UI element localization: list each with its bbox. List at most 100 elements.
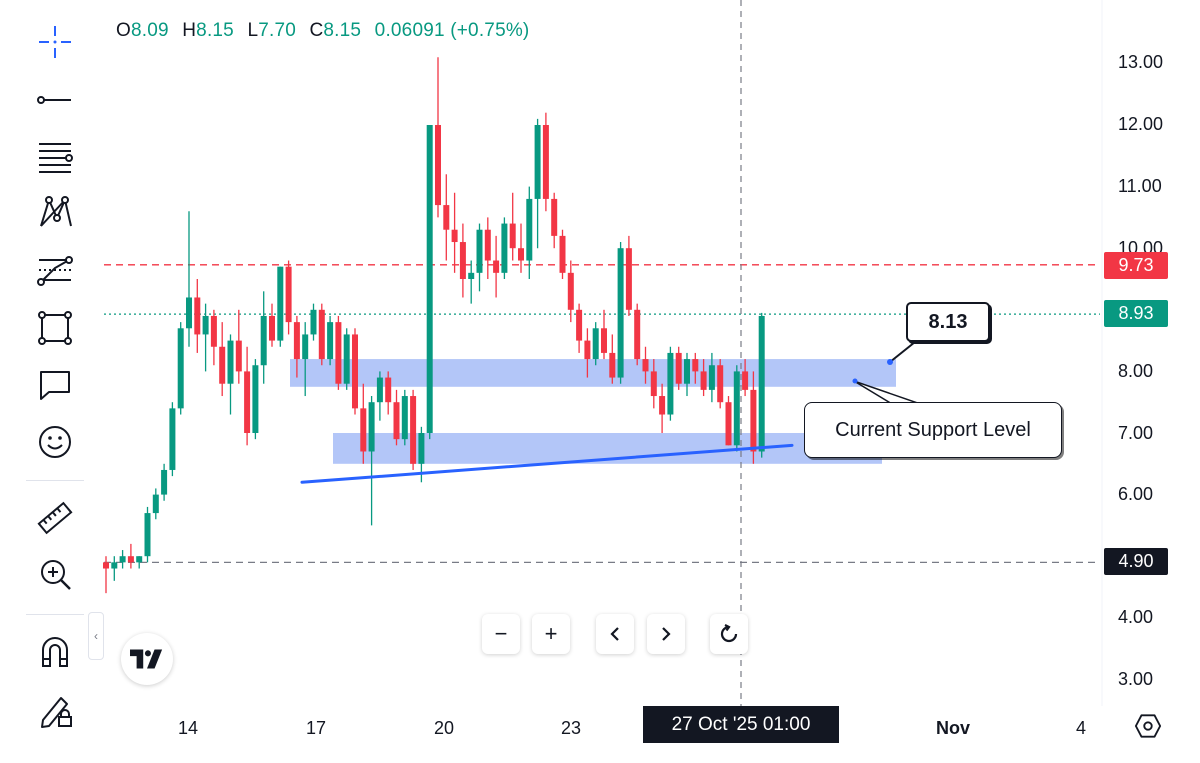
support-level-callout[interactable]: Current Support Level	[804, 402, 1062, 458]
candle-body	[352, 334, 358, 409]
candle-body	[542, 125, 549, 199]
candle-body	[725, 402, 732, 446]
candle-body	[551, 198, 558, 236]
candle-body	[177, 328, 184, 409]
magnet-icon[interactable]	[31, 630, 79, 674]
candle-body	[210, 315, 217, 347]
price-tick: 13.00	[1118, 52, 1164, 72]
emoji-icon[interactable]	[31, 420, 79, 464]
time-tick: 17	[306, 718, 327, 738]
candle-body	[144, 513, 151, 557]
shapes-icon[interactable]	[31, 306, 79, 350]
candle-body	[426, 125, 433, 433]
candle-body	[576, 309, 583, 341]
candle-body	[733, 371, 740, 446]
candle-body	[335, 322, 342, 384]
crosshair-time-label: 27 Oct '25 01:00	[643, 706, 839, 743]
candle-body	[418, 433, 425, 464]
settings-icon[interactable]	[1130, 708, 1166, 744]
candle-body	[584, 340, 591, 360]
open-value: 8.09	[130, 20, 169, 41]
ruler-icon[interactable]	[31, 496, 79, 540]
candle-body	[368, 402, 375, 452]
candle-body	[692, 359, 699, 372]
reset-chart-button[interactable]	[710, 614, 748, 654]
zoom-out-button[interactable]: −	[482, 614, 520, 654]
pattern-icon[interactable]	[31, 190, 79, 234]
annotation-icon[interactable]	[31, 362, 79, 406]
high-value: 8.15	[196, 20, 234, 41]
candle-body	[625, 248, 632, 310]
trend-line-icon[interactable]	[31, 78, 79, 122]
candle-body	[484, 229, 491, 261]
collapse-toolbar-button[interactable]: ‹	[88, 612, 104, 660]
candle-body	[343, 334, 350, 384]
candle-body	[717, 365, 724, 403]
candle-body	[103, 562, 109, 569]
candle-body	[567, 272, 574, 310]
price-label-callout[interactable]: 8.13	[906, 302, 990, 342]
candle-body	[401, 396, 408, 440]
candle-body	[750, 389, 757, 452]
candle-body	[111, 562, 118, 569]
candle-body	[186, 297, 192, 329]
price-callout-anchor	[887, 359, 893, 365]
price-tick: 6.00	[1118, 484, 1154, 504]
lock-drawing-icon[interactable]	[31, 688, 79, 732]
tradingview-logo[interactable]	[121, 633, 173, 685]
candle-body	[684, 359, 690, 384]
price-tick: 8.00	[1118, 361, 1154, 381]
time-tick: 20	[434, 718, 455, 738]
candle-body	[617, 248, 624, 378]
candle-body	[758, 315, 765, 452]
candle-body	[459, 242, 466, 279]
candle-body	[127, 556, 134, 563]
candle-body	[194, 297, 201, 335]
candle-body	[136, 556, 143, 563]
candle-body	[327, 322, 334, 360]
candle-body	[642, 359, 649, 372]
candle-body	[244, 371, 251, 433]
candle-body	[708, 365, 715, 390]
candle-body	[534, 125, 541, 199]
scroll-right-button[interactable]	[647, 614, 685, 654]
price-tick: 7.00	[1118, 423, 1154, 443]
candle-body	[435, 125, 441, 206]
candle-body	[468, 272, 475, 279]
forecast-icon[interactable]	[31, 248, 79, 292]
price-tick: 3.00	[1118, 669, 1154, 689]
price-tick: 4.00	[1118, 607, 1154, 627]
candle-body	[119, 556, 126, 563]
left-toolbar	[0, 0, 104, 763]
candle-body	[219, 346, 226, 384]
crosshair-icon[interactable]	[31, 20, 79, 64]
candle-body	[385, 377, 392, 403]
candle-body	[152, 494, 159, 514]
scroll-left-button[interactable]	[596, 614, 634, 654]
candle-body	[393, 402, 400, 440]
upper-line-price-tag: 9.73	[1104, 252, 1168, 279]
support-callout-anchor	[852, 378, 858, 384]
price-callout-pointer	[889, 337, 921, 363]
candle-body	[451, 229, 458, 243]
candle-body	[609, 352, 616, 378]
candle-body	[161, 469, 168, 495]
time-tick: 4	[1076, 718, 1087, 738]
candle-body	[443, 205, 450, 230]
lower-line-price-tag: 4.90	[1104, 548, 1168, 575]
candle-body	[302, 334, 309, 360]
candle-body	[634, 309, 641, 360]
candle-body	[526, 198, 533, 261]
candle-body	[285, 266, 292, 323]
time-tick: 23	[561, 718, 582, 738]
zoom-in-button[interactable]: +	[532, 614, 570, 654]
fib-levels-icon[interactable]	[31, 134, 79, 178]
price-tick: 12.00	[1118, 114, 1164, 134]
candle-body	[235, 340, 242, 372]
zoom-in-icon[interactable]	[31, 552, 79, 596]
candle-body	[227, 340, 234, 384]
candle-body	[360, 408, 367, 452]
candle-body	[659, 396, 666, 415]
candle-body	[601, 328, 607, 353]
